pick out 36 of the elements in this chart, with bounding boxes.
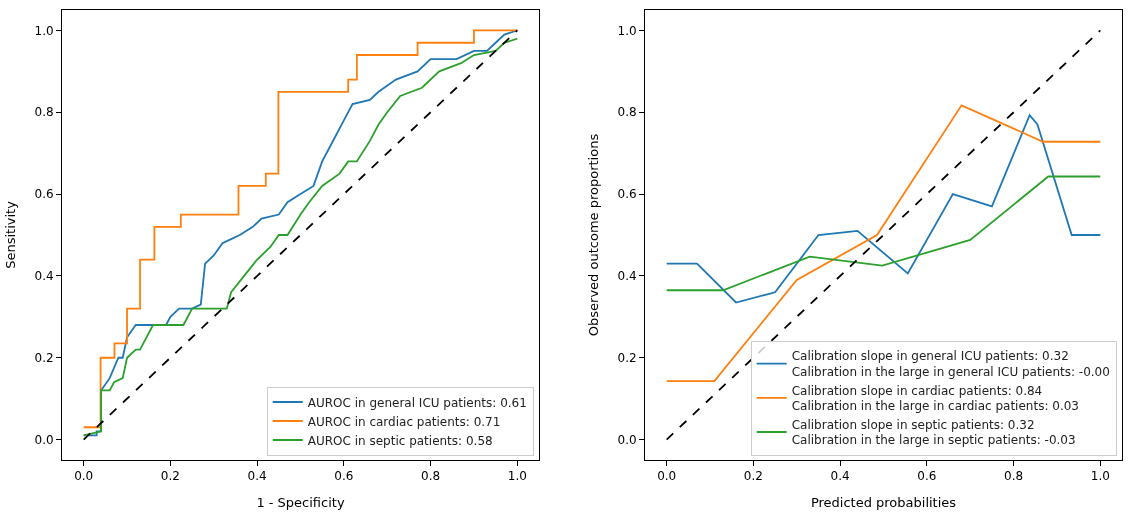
x-tick-label: 0.2 — [743, 469, 763, 484]
y-tick-label: 0.2 — [34, 350, 54, 365]
x-tick-label: 0.4 — [830, 469, 850, 484]
y-tick-label: 1.0 — [34, 23, 54, 38]
y-tick-label: 0.0 — [617, 432, 637, 447]
x-tick-label: 1.0 — [1090, 469, 1110, 484]
x-tick-label: 0.6 — [334, 469, 354, 484]
legend-label: Calibration slope in cardiac patients: 0.84 Calibration in the large in cardiac patients: 0.03 — [791, 383, 1079, 414]
y-tick-label: 0.4 — [617, 269, 637, 284]
legend-label: Calibration slope in septic patients: 0.32 Calibration in the large in septic patients: -0.03 — [791, 417, 1076, 448]
x-tick-label: 0.4 — [247, 469, 267, 484]
y-tick-label: 0.8 — [617, 105, 637, 120]
x-tick-label: 0.8 — [1004, 469, 1024, 484]
legend-label: AUROC in septic patients: 0.58 — [307, 433, 493, 448]
x-tick-label: 0.8 — [421, 469, 441, 484]
x-axis-title: Predicted probabilities — [810, 495, 957, 510]
line-series — [665, 175, 1102, 292]
y-tick-label: 0.4 — [34, 269, 54, 284]
y-tick-label: 0.0 — [34, 432, 54, 447]
y-tick-label: 0.2 — [617, 350, 637, 365]
x-tick-label: 0.2 — [160, 469, 180, 484]
y-axis-title: Sensitivity — [3, 200, 19, 269]
x-tick-label: 0.0 — [657, 469, 677, 484]
y-tick-label: 0.6 — [617, 187, 637, 202]
line-series — [665, 114, 1102, 304]
y-tick-label: 0.8 — [34, 105, 54, 120]
x-tick-label: 1.0 — [507, 469, 527, 484]
y-axis-title: Observed outcome proportions — [586, 133, 602, 337]
x-axis-title: 1 - Specificity — [256, 495, 345, 510]
x-tick-label: 0.6 — [917, 469, 937, 484]
y-tick-label: 1.0 — [617, 23, 637, 38]
x-tick-label: 0.0 — [74, 469, 94, 484]
legend-label: AUROC in general ICU patients: 0.61 — [307, 395, 527, 410]
y-tick-label: 0.6 — [34, 187, 54, 202]
legend-label: Calibration slope in general ICU patients: 0.32 Calibration in the large in general ICU patients: -0.00 — [791, 349, 1110, 380]
legend-label: AUROC in cardiac patients: 0.71 — [307, 414, 501, 429]
